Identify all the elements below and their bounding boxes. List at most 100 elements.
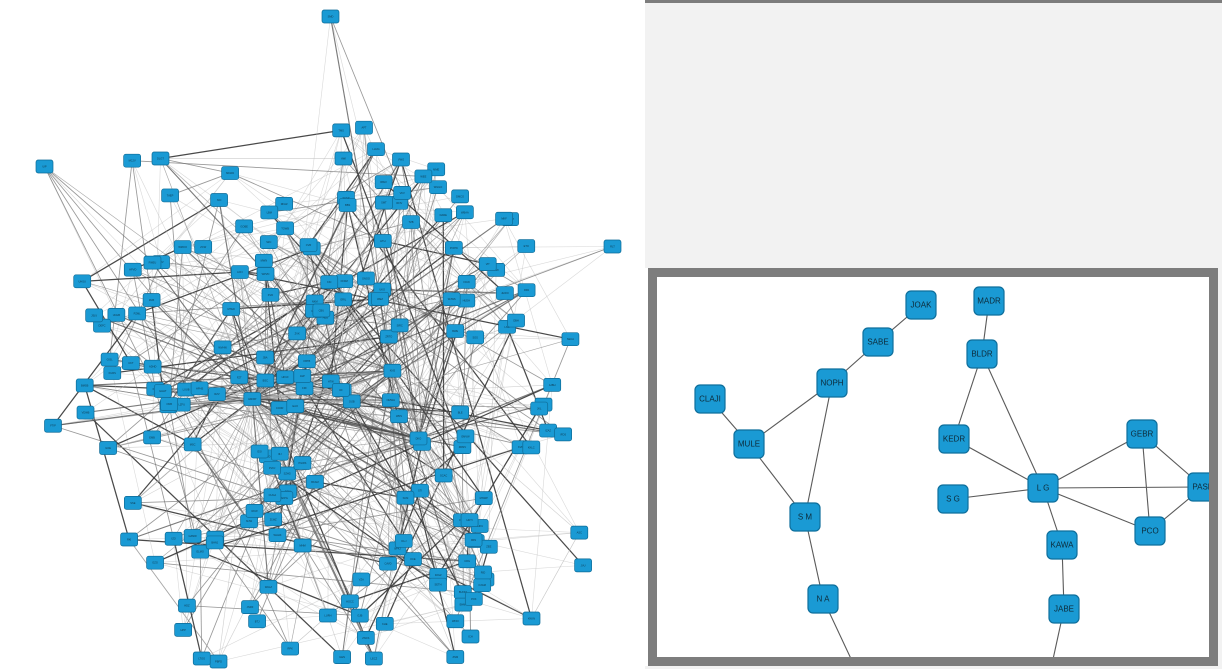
- sub-network-node-BLDR[interactable]: BLDR: [966, 339, 998, 369]
- main-network-nodes[interactable]: SMD UIP RLT PBFD ICH KKKN DLGT AWI LECZ JHKU BLE IL…: [35, 9, 622, 669]
- main-network-node[interactable]: MNWP: [474, 491, 493, 505]
- main-network-node[interactable]: DLGT: [151, 151, 170, 166]
- main-network-node[interactable]: VZA: [352, 572, 371, 587]
- main-network-node[interactable]: GOE: [99, 441, 117, 455]
- main-network-node[interactable]: CVR: [299, 238, 318, 252]
- main-network-node[interactable]: GOBE: [235, 219, 254, 234]
- sub-network-node-PCO[interactable]: PCO: [1134, 516, 1166, 546]
- main-network-node[interactable]: CCDR: [270, 401, 289, 415]
- main-network-node[interactable]: ICLJ: [394, 534, 413, 548]
- main-network-node[interactable]: SMT: [375, 195, 393, 210]
- main-network-node[interactable]: ERIL: [334, 292, 353, 307]
- main-network-node[interactable]: RPA: [517, 283, 536, 298]
- main-network-node[interactable]: CUGA: [263, 488, 282, 503]
- main-network-node[interactable]: WHHK: [268, 528, 287, 543]
- main-network-node[interactable]: LHUG: [367, 142, 385, 157]
- sub-network-node-NA[interactable]: N A: [807, 584, 839, 614]
- main-network-node[interactable]: JSLV: [85, 308, 104, 323]
- sub-network-node-SM[interactable]: S M: [789, 502, 821, 532]
- main-network-node[interactable]: SZC: [259, 235, 278, 249]
- main-network-node[interactable]: SIRC: [390, 318, 409, 333]
- main-network-node[interactable]: SCAC: [434, 468, 453, 483]
- main-network-node[interactable]: FDJK: [457, 275, 476, 289]
- main-network-svg[interactable]: SMD UIP RLT PBFD ICH KKKN DLGT AWI LECZ JHKU BLE IL…: [0, 0, 645, 669]
- main-network-node[interactable]: KNS: [383, 363, 402, 378]
- main-network-node[interactable]: HPVD: [123, 262, 142, 277]
- main-network-node[interactable]: BTJ: [248, 614, 266, 629]
- main-network-node[interactable]: BMSB: [75, 378, 94, 393]
- main-network-node[interactable]: FFDM: [335, 274, 354, 289]
- main-network-node[interactable]: FZT: [230, 370, 249, 385]
- sub-network-node-JOAK[interactable]: JOAK: [905, 290, 937, 320]
- main-network-node[interactable]: MKF: [495, 211, 513, 226]
- main-network-node[interactable]: WGGO: [429, 180, 447, 195]
- main-network-node[interactable]: RPK: [281, 641, 300, 656]
- main-network-node[interactable]: STI: [411, 483, 429, 498]
- main-network-node[interactable]: GISL: [100, 352, 119, 367]
- main-network-node[interactable]: DKO: [409, 431, 428, 446]
- main-network-node[interactable]: SMD: [321, 9, 340, 24]
- main-network-node[interactable]: JHP: [293, 369, 312, 383]
- main-network-node[interactable]: WEZ: [371, 291, 389, 306]
- main-network-node[interactable]: CBU: [312, 303, 331, 318]
- main-network-node[interactable]: CKT: [122, 356, 140, 370]
- main-network-node[interactable]: LBM: [260, 205, 279, 220]
- main-network-node[interactable]: LECZ: [365, 651, 383, 666]
- main-network-node[interactable]: DARE: [434, 208, 453, 223]
- sub-network-edge-LG-PCO[interactable]: [1042, 487, 1151, 532]
- main-network-node[interactable]: POK: [464, 592, 483, 606]
- main-network-node[interactable]: RLT: [603, 239, 622, 254]
- main-network-node[interactable]: MHM: [293, 538, 312, 553]
- main-network-node[interactable]: ONGO: [357, 271, 375, 286]
- sub-network-node-KEDR[interactable]: KEDR: [938, 424, 970, 454]
- main-network-node[interactable]: BHNJ: [205, 535, 224, 550]
- main-network-node[interactable]: WPVD: [256, 267, 275, 281]
- main-network-node[interactable]: KHE: [375, 616, 394, 631]
- main-network-node[interactable]: WJWS: [442, 292, 461, 306]
- main-network-node[interactable]: AWI: [334, 151, 353, 166]
- sub-network-node-MULE[interactable]: MULE: [733, 429, 765, 459]
- main-network-node[interactable]: TMS: [332, 123, 351, 138]
- sub-network-node-MADR[interactable]: MADR: [973, 286, 1005, 316]
- main-network-node[interactable]: WVHW: [213, 340, 232, 355]
- main-network-node[interactable]: SCM: [396, 490, 415, 505]
- main-network-node[interactable]: HUDH: [457, 293, 476, 308]
- main-network-node[interactable]: SOS: [466, 330, 485, 345]
- main-network-node[interactable]: WBAA: [456, 205, 474, 220]
- main-network-node[interactable]: ONB: [160, 397, 179, 412]
- main-network-node[interactable]: IZO: [164, 531, 183, 546]
- main-network-node[interactable]: VKV: [393, 186, 412, 200]
- main-network-node[interactable]: TZB: [402, 215, 420, 229]
- main-network-node[interactable]: UHSU: [73, 274, 92, 289]
- main-network-canvas[interactable]: SMD UIP RLT PBFD ICH KKKN DLGT AWI LECZ JHKU BLE IL…: [0, 0, 645, 669]
- main-network-node[interactable]: BLE: [451, 405, 469, 420]
- main-network-node[interactable]: KKKN: [522, 611, 541, 626]
- sub-network-node-NOPH[interactable]: NOPH: [816, 368, 848, 398]
- main-network-node[interactable]: MKWA: [221, 166, 239, 180]
- main-network-node[interactable]: ETO: [517, 239, 536, 253]
- main-network-node[interactable]: NMWH: [381, 393, 400, 408]
- main-network-node[interactable]: TAEP: [161, 188, 179, 203]
- main-network-node[interactable]: ESI: [250, 444, 269, 459]
- main-network-node[interactable]: IIIJ: [270, 446, 289, 461]
- sub-network-edge-LG-PASH[interactable]: [1042, 486, 1204, 489]
- main-network-node[interactable]: ADHD: [143, 359, 162, 374]
- main-network-node[interactable]: FZF: [295, 381, 314, 396]
- main-network-node[interactable]: ZNM: [446, 650, 465, 664]
- main-network-node[interactable]: EMVW: [456, 429, 475, 444]
- main-network-node[interactable]: UIP: [35, 159, 54, 174]
- main-network-node[interactable]: ZEE: [479, 539, 498, 554]
- main-network-node[interactable]: FVKJ: [263, 460, 281, 475]
- main-network-node[interactable]: OIJB: [342, 394, 361, 409]
- main-network-node[interactable]: DBH: [507, 313, 525, 328]
- main-network-node[interactable]: VDWB: [76, 405, 95, 420]
- main-network-node[interactable]: FWEU: [143, 255, 162, 270]
- main-network-node[interactable]: RKI: [120, 532, 138, 547]
- main-network-node[interactable]: EAO: [286, 399, 305, 413]
- sub-network-edge-GEBR-PCO[interactable]: [1141, 433, 1151, 532]
- main-network-node[interactable]: VWO: [392, 152, 410, 167]
- main-network-node[interactable]: GZMW: [183, 529, 202, 543]
- main-network-node[interactable]: TOWB: [276, 221, 294, 236]
